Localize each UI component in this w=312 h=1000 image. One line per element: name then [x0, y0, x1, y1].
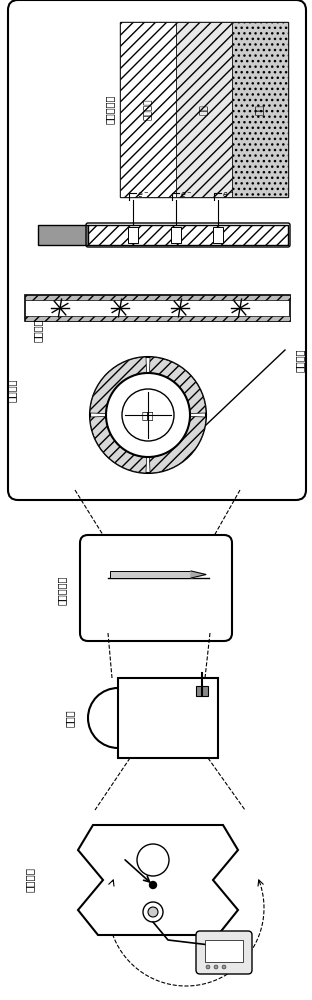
Text: 发送器: 发送器 — [65, 709, 75, 727]
Wedge shape — [149, 416, 206, 473]
FancyBboxPatch shape — [8, 0, 306, 500]
Polygon shape — [191, 571, 206, 578]
Bar — [88, 225, 288, 245]
Text: $e^-$: $e^-$ — [179, 190, 192, 200]
Bar — [176, 22, 232, 197]
Bar — [25, 295, 290, 321]
Circle shape — [149, 882, 157, 888]
Circle shape — [222, 965, 226, 969]
Circle shape — [214, 965, 218, 969]
Text: 电化学检测: 电化学检测 — [105, 95, 115, 124]
Text: 电极: 电极 — [199, 104, 208, 115]
Bar — [213, 227, 223, 243]
Bar — [118, 678, 218, 758]
Bar — [120, 22, 288, 197]
Bar — [25, 295, 290, 300]
Bar — [38, 225, 88, 245]
Text: $e^-$: $e^-$ — [137, 190, 149, 200]
Text: 化学物质: 化学物质 — [144, 99, 153, 120]
Circle shape — [122, 389, 174, 441]
Bar — [110, 571, 191, 578]
Text: 闭环系统: 闭环系统 — [25, 867, 35, 892]
FancyBboxPatch shape — [80, 535, 232, 641]
Wedge shape — [149, 357, 206, 414]
Wedge shape — [90, 416, 147, 473]
Bar — [232, 22, 288, 197]
Circle shape — [106, 373, 190, 457]
Circle shape — [148, 907, 158, 917]
Circle shape — [206, 965, 210, 969]
Text: 光学检测: 光学检测 — [33, 318, 43, 342]
Text: 组合传感器: 组合传感器 — [57, 575, 67, 605]
Text: 衬底: 衬底 — [256, 104, 265, 115]
Polygon shape — [78, 825, 238, 935]
Circle shape — [137, 844, 169, 876]
Text: 化学物质: 化学物质 — [295, 348, 305, 372]
Bar — [196, 686, 208, 696]
Bar — [128, 227, 138, 243]
Bar — [25, 316, 290, 321]
Circle shape — [143, 902, 163, 922]
Bar — [205, 940, 243, 962]
Bar — [170, 227, 181, 243]
Text: $e^-$: $e^-$ — [222, 190, 234, 200]
Bar — [120, 22, 176, 197]
Wedge shape — [90, 357, 147, 414]
Text: 化学物质: 化学物质 — [7, 378, 17, 402]
Text: 活性: 活性 — [142, 410, 154, 420]
Circle shape — [90, 357, 206, 473]
FancyBboxPatch shape — [196, 931, 252, 974]
